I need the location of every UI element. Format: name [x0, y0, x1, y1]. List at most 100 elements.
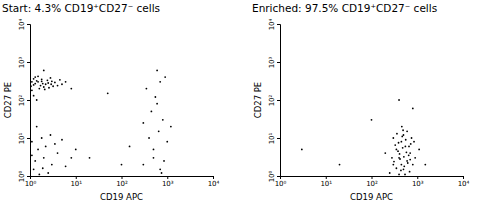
- y-tick-label: 10³: [18, 56, 26, 68]
- point: [400, 170, 402, 172]
- point: [61, 139, 63, 141]
- point: [414, 157, 416, 159]
- point: [51, 80, 53, 82]
- point: [107, 92, 109, 94]
- point: [410, 143, 412, 145]
- panel: 10⁰10¹10²10³10⁴10⁰10¹10²10³10⁴CD19 APCCD…: [3, 18, 220, 202]
- point: [371, 119, 373, 121]
- point: [399, 153, 401, 155]
- y-tick-label: 10⁴: [268, 18, 276, 30]
- x-tick: 10⁴: [458, 176, 470, 188]
- y-axis: 10⁰ 10¹ 10² 10³ 10⁴: [268, 18, 281, 182]
- point: [407, 162, 409, 164]
- points: [301, 99, 426, 175]
- point: [161, 172, 163, 174]
- point: [47, 172, 49, 174]
- x-axis-title: CD19 APC: [100, 192, 143, 202]
- point: [33, 78, 35, 80]
- y-tick: 10³: [268, 56, 280, 68]
- point: [409, 159, 411, 161]
- point: [162, 119, 164, 121]
- point: [339, 164, 341, 166]
- point: [403, 165, 405, 167]
- y-tick-mark: [27, 176, 30, 177]
- point: [412, 108, 414, 110]
- point: [129, 146, 131, 148]
- point: [156, 103, 158, 105]
- point: [37, 75, 39, 77]
- x-tick: 10²: [116, 176, 128, 188]
- x-tick-mark: [167, 176, 168, 179]
- y-tick-label: 10²: [18, 94, 26, 106]
- point: [163, 160, 165, 162]
- x-axis-line: [281, 177, 464, 180]
- point: [33, 84, 35, 86]
- y-tick-label: 10¹: [18, 132, 26, 144]
- point: [41, 80, 43, 82]
- x-tick-label: 10³: [162, 180, 174, 188]
- x-tick-label: 10⁴: [208, 180, 220, 188]
- y-tick-mark: [277, 138, 280, 139]
- point: [403, 134, 405, 136]
- x-axis: 10⁰10¹10²10³10⁴: [275, 176, 470, 188]
- point: [31, 81, 33, 83]
- y-tick-label: 10⁰: [18, 170, 26, 182]
- point: [409, 152, 411, 154]
- point: [405, 139, 407, 141]
- point: [396, 133, 398, 135]
- y-tick-mark: [27, 138, 30, 139]
- x-tick: 10⁰: [275, 176, 287, 188]
- point: [46, 79, 48, 81]
- point: [392, 164, 394, 166]
- point: [397, 150, 399, 152]
- point: [159, 81, 161, 83]
- y-tick-label: 10¹: [268, 132, 276, 144]
- y-tick-label: 10⁰: [268, 170, 276, 182]
- x-tick-label: 10²: [366, 180, 378, 188]
- point: [34, 76, 36, 78]
- x-axis: 10⁰10¹10²10³10⁴: [25, 176, 220, 188]
- y-tick: 10¹: [18, 132, 30, 144]
- point: [57, 152, 59, 154]
- y-tick-mark: [277, 176, 280, 177]
- point: [41, 137, 43, 139]
- point: [36, 99, 38, 101]
- point: [31, 141, 33, 143]
- point: [411, 137, 413, 139]
- x-axis-title: CD19 APC: [350, 192, 393, 202]
- point: [70, 88, 72, 90]
- x-tick-mark: [417, 176, 418, 179]
- point: [148, 137, 150, 139]
- title: Enriched: 97.5% CD19⁺CD27⁻ cells: [252, 2, 437, 14]
- point: [400, 164, 402, 166]
- point: [43, 157, 45, 159]
- x-tick-mark: [122, 176, 123, 179]
- point: [394, 144, 396, 146]
- x-tick-mark: [463, 176, 464, 179]
- point: [47, 82, 49, 84]
- point: [402, 147, 404, 149]
- point: [412, 164, 414, 166]
- point: [391, 157, 393, 159]
- point: [36, 80, 38, 82]
- point: [150, 111, 152, 113]
- point: [404, 174, 406, 176]
- point: [384, 152, 386, 154]
- y-tick-mark: [277, 62, 280, 63]
- point: [408, 146, 410, 148]
- point: [43, 70, 45, 72]
- point: [31, 154, 33, 156]
- point: [158, 130, 160, 132]
- point: [418, 149, 420, 151]
- point: [36, 126, 38, 128]
- y-tick-mark: [277, 100, 280, 101]
- point: [50, 83, 52, 85]
- point: [34, 83, 36, 85]
- point: [59, 79, 61, 81]
- point: [65, 165, 67, 167]
- x-tick-mark: [213, 176, 214, 179]
- point: [395, 149, 397, 151]
- y-tick-label: 10²: [268, 94, 276, 106]
- point: [145, 88, 147, 90]
- point: [401, 136, 403, 138]
